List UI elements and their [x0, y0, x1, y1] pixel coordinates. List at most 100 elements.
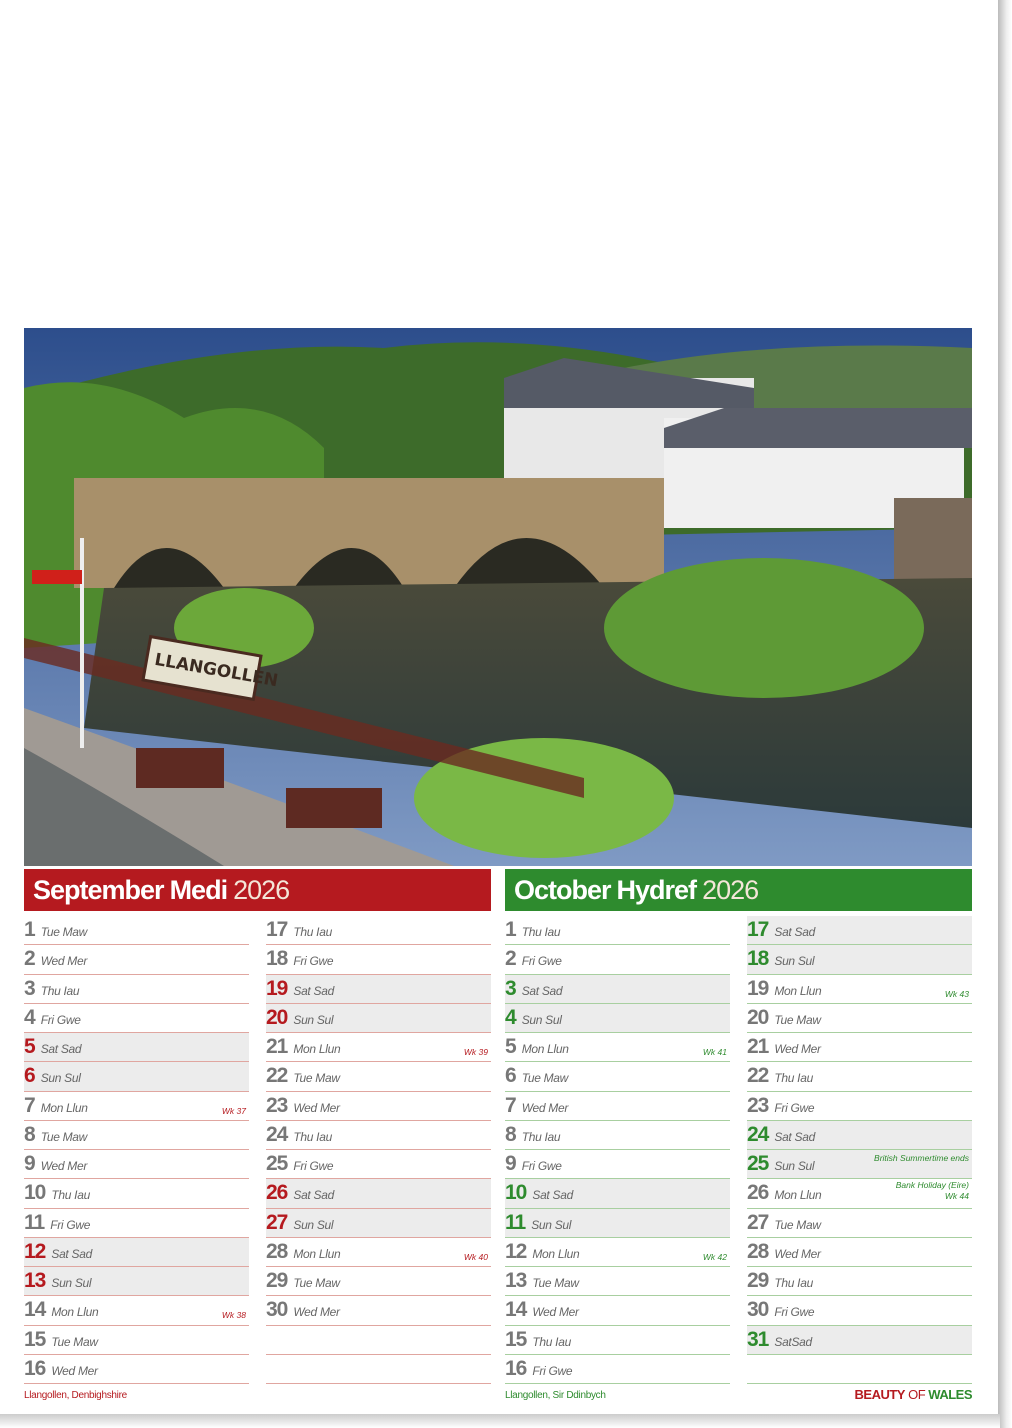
day-row: 19 Mon Llun Wk 43	[747, 975, 972, 1004]
day-note: Bank Holiday (Eire) Wk 44	[895, 1180, 969, 1202]
day-number: 26	[266, 1181, 288, 1205]
day-row: 26 Sat Sad	[266, 1179, 491, 1209]
day-number: 23	[747, 1093, 769, 1117]
day-row: 26 Mon Llun Bank Holiday (Eire) Wk 44	[747, 1179, 972, 1209]
day-name: Sun Sul	[774, 1159, 815, 1174]
month-oct: October Hydref 2026 1 Thu Iau 2 Fri Gwe 3 Sat Sa…	[505, 869, 972, 1384]
day-row: 17 Sat Sad	[747, 916, 972, 946]
day-name: Mon Llun	[293, 1042, 341, 1057]
month-sep: September Medi 2026 1 Tue Maw 2 Wed Mer 3 Thu Ia…	[24, 869, 491, 1384]
day-name: Mon Llun	[51, 1305, 99, 1320]
day-number: 13	[505, 1269, 527, 1293]
day-number: 10	[24, 1181, 46, 1205]
day-name: Wed Mer	[521, 1100, 569, 1115]
month-header: October Hydref 2026	[505, 869, 972, 911]
day-number: 15	[505, 1327, 527, 1351]
day-row: 14 Mon Llun Wk 38	[24, 1296, 249, 1326]
day-name: Sat Sad	[532, 1188, 573, 1203]
day-row: 1 Tue Maw	[24, 916, 249, 946]
day-number: 22	[747, 1064, 769, 1088]
day-number: 3	[24, 976, 36, 1000]
day-note: Wk 38	[221, 1310, 246, 1321]
day-row: 14 Wed Mer	[505, 1296, 730, 1326]
day-row: 9 Wed Mer	[24, 1150, 249, 1180]
day-row: 23 Wed Mer	[266, 1092, 491, 1121]
day-row: 18 Fri Gwe	[266, 945, 491, 975]
day-row: 6 Sun Sul	[24, 1062, 249, 1092]
day-number: 29	[747, 1269, 769, 1293]
day-number: 27	[266, 1210, 288, 1234]
day-row: 6 Tue Maw	[505, 1062, 730, 1092]
day-row: 5 Sat Sad	[24, 1033, 249, 1063]
day-row: 12 Mon Llun Wk 42	[505, 1238, 730, 1267]
day-number: 20	[747, 1005, 769, 1029]
day-name: Thu Iau	[51, 1188, 90, 1203]
month-year: 2026	[233, 874, 290, 905]
day-name: Thu Iau	[521, 925, 561, 940]
day-name: Wed Mer	[774, 1042, 821, 1057]
day-row: 18 Sun Sul	[747, 945, 972, 975]
day-name: Tue Maw	[293, 1276, 340, 1291]
day-number: 14	[24, 1298, 46, 1322]
day-name: Thu Iau	[774, 1071, 813, 1086]
day-name: Sun Sul	[40, 1071, 81, 1086]
day-row: 24 Sat Sad	[747, 1120, 972, 1150]
day-row: 15 Thu Iau	[505, 1326, 730, 1355]
day-name: Thu Iau	[521, 1129, 561, 1144]
day-name: Fri Gwe	[50, 1217, 91, 1232]
day-name: Thu Iau	[293, 1129, 332, 1144]
photo-caption: Llangollen, Denbighshire	[24, 1390, 127, 1401]
day-number: 9	[24, 1152, 36, 1176]
day-name: Sun Sul	[293, 1012, 334, 1027]
day-number: 29	[266, 1269, 288, 1293]
day-number: 5	[24, 1035, 36, 1059]
day-name: Sat Sad	[521, 983, 563, 998]
day-row: 4 Sun Sul	[505, 1003, 730, 1033]
day-number: 17	[266, 918, 288, 942]
day-number: 26	[747, 1181, 769, 1205]
day-name: Mon Llun	[532, 1246, 580, 1261]
day-number: 11	[505, 1210, 526, 1234]
day-name: Fri Gwe	[293, 1159, 334, 1174]
day-number: 14	[505, 1298, 527, 1322]
day-number: 8	[505, 1122, 517, 1146]
day-row: 13 Sun Sul	[24, 1267, 249, 1297]
day-name: Fri Gwe	[521, 954, 562, 969]
day-number: 31	[747, 1327, 769, 1351]
page-shadow	[998, 0, 1012, 1428]
day-number: 24	[266, 1122, 288, 1146]
day-name: Tue Maw	[40, 925, 88, 940]
month-name: October	[514, 874, 612, 905]
day-name: Mon Llun	[521, 1042, 569, 1057]
day-name: Sat Sad	[293, 1188, 334, 1203]
day-name: Thu Iau	[293, 925, 332, 940]
day-column: 1 Tue Maw 2 Wed Mer 3 Thu Iau 4 Fri Gwe 5 Sat Sad…	[24, 916, 249, 1384]
day-number: 17	[747, 918, 769, 942]
day-number: 20	[266, 1005, 288, 1029]
day-name: Thu Iau	[774, 1276, 813, 1291]
day-row: 11 Fri Gwe	[24, 1209, 249, 1238]
day-name: Wed Mer	[40, 954, 88, 969]
day-row: 16 Fri Gwe	[505, 1355, 730, 1384]
day-row: 30 Wed Mer	[266, 1296, 491, 1326]
day-row: 2 Fri Gwe	[505, 945, 730, 975]
day-number: 4	[505, 1005, 517, 1029]
day-number: 22	[266, 1064, 288, 1088]
day-name: Mon Llun	[774, 1188, 822, 1203]
day-note: Wk 42	[702, 1251, 727, 1262]
day-name: Sat Sad	[51, 1246, 92, 1261]
day-row: 25 Sun Sul British Summertime ends	[747, 1150, 972, 1180]
day-name: Sat Sad	[40, 1042, 82, 1057]
day-number: 7	[505, 1093, 517, 1117]
day-row: 2 Wed Mer	[24, 945, 249, 975]
day-number: 18	[266, 947, 288, 971]
day-name: Sat Sad	[774, 1129, 815, 1144]
day-name: Fri Gwe	[532, 1363, 573, 1378]
day-number: 3	[505, 976, 517, 1000]
day-number: 16	[505, 1356, 527, 1380]
day-row: 12 Sat Sad	[24, 1237, 249, 1267]
day-name: Sat Sad	[293, 983, 334, 998]
day-row: 20 Sun Sul	[266, 1003, 491, 1033]
month-welsh-name: Hydref	[616, 874, 698, 905]
photo-llangollen-bridge: LLANGOLLEN	[24, 328, 972, 866]
